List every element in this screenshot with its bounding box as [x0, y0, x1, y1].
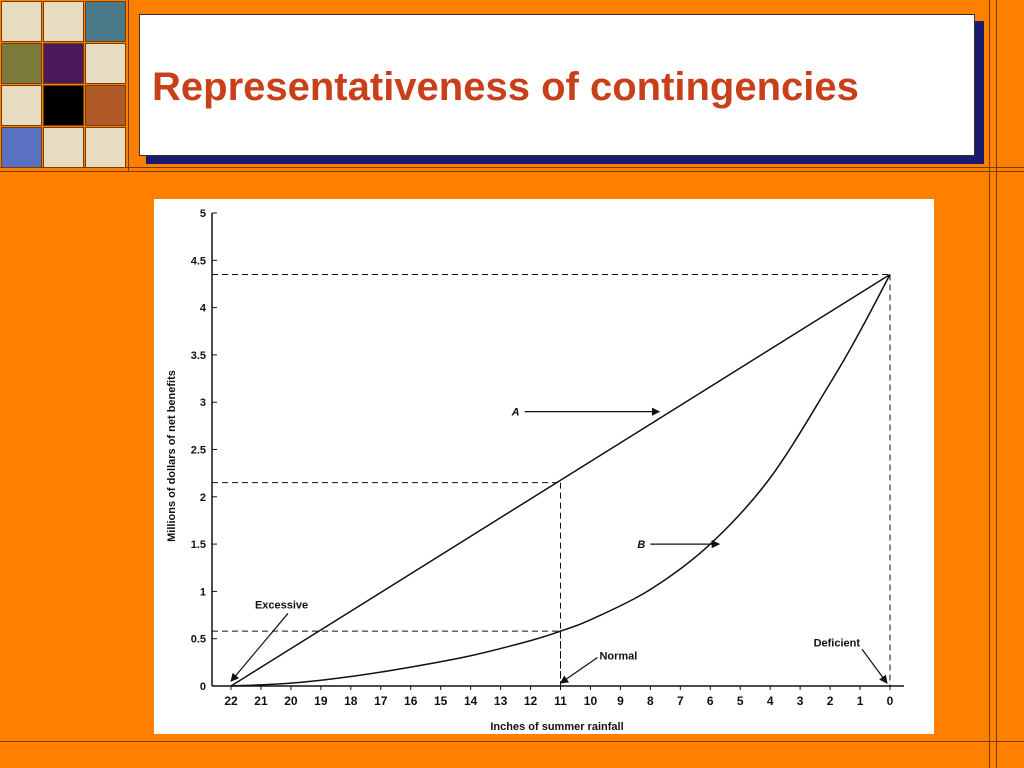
chart: Inches of summer rainfall Millions of do… [166, 208, 904, 733]
annotation-label-excessive: Excessive [255, 599, 308, 611]
series-line-B [230, 274, 891, 687]
x-tick-label: 15 [434, 694, 448, 708]
x-tick-label: 6 [707, 694, 714, 708]
y-tick-label: 1 [200, 586, 206, 598]
x-tick-label: 10 [584, 694, 598, 708]
x-tick-label: 8 [647, 694, 654, 708]
x-tick-label: 5 [737, 694, 744, 708]
decorative-tile [85, 43, 126, 84]
x-tick-label: 16 [404, 694, 418, 708]
y-tick-label: 0 [200, 681, 206, 693]
decorative-tile [1, 85, 42, 126]
decorative-tile [1, 43, 42, 84]
x-tick-label: 7 [677, 694, 684, 708]
y-tick-label: 5 [200, 208, 206, 220]
y-tick-label: 0.5 [191, 634, 206, 646]
x-tick-label: 20 [284, 694, 298, 708]
x-tick-label: 19 [314, 694, 328, 708]
x-axis-label: Inches of summer rainfall [490, 721, 623, 733]
y-axis-label: Millions of dollars of net benefits [166, 370, 178, 542]
annotation-label-A: A [511, 407, 520, 419]
y-tick-label: 3.5 [191, 350, 206, 362]
x-tick-label: 3 [797, 694, 804, 708]
decorative-line-left [128, 0, 129, 171]
decorative-tile [43, 1, 84, 42]
decorative-tile [1, 127, 42, 168]
y-tick-label: 1.5 [191, 539, 206, 551]
annotation-arrow [559, 657, 598, 684]
x-tick-label: 21 [254, 694, 268, 708]
decorative-tile [43, 127, 84, 168]
x-tick-label: 17 [374, 694, 388, 708]
decorative-tile [1, 1, 42, 42]
annotation-arrow [230, 613, 289, 682]
y-tick-label: 4 [200, 303, 207, 315]
y-tick-label: 2.5 [191, 445, 206, 457]
decorative-tile [85, 85, 126, 126]
annotation-label-normal: Normal [599, 651, 637, 663]
x-tick-label: 18 [344, 694, 358, 708]
x-tick-label: 1 [857, 694, 864, 708]
y-tick-label: 3 [200, 397, 206, 409]
title-box: Representativeness of contingencies [139, 14, 975, 156]
annotation-label-deficient: Deficient [814, 637, 861, 649]
x-tick-label: 9 [617, 694, 624, 708]
decorative-line-top-2 [0, 167, 1024, 168]
decorative-line-bottom [0, 741, 1024, 742]
x-tick-label: 14 [464, 694, 478, 708]
page-title: Representativeness of contingencies [152, 65, 859, 109]
chart-container: Inches of summer rainfall Millions of do… [154, 199, 934, 734]
decorative-tile [43, 85, 84, 126]
annotation-arrow [861, 648, 888, 684]
decorative-line-vertical [989, 0, 990, 768]
annotation-label-B: B [637, 539, 645, 551]
x-tick-label: 2 [827, 694, 834, 708]
x-tick-label: 12 [524, 694, 538, 708]
x-tick-label: 22 [224, 694, 238, 708]
decorative-line-vertical-2 [996, 0, 997, 768]
x-tick-label: 4 [767, 694, 774, 708]
x-tick-label: 13 [494, 694, 508, 708]
x-tick-label: 0 [887, 694, 894, 708]
decorative-line-top [0, 171, 1024, 172]
x-tick-label: 11 [554, 694, 567, 708]
decorative-tile [85, 1, 126, 42]
y-tick-label: 4.5 [191, 255, 206, 267]
y-tick-label: 2 [200, 492, 206, 504]
decorative-tile [85, 127, 126, 168]
series-line-A [230, 273, 891, 687]
decorative-tile [43, 43, 84, 84]
